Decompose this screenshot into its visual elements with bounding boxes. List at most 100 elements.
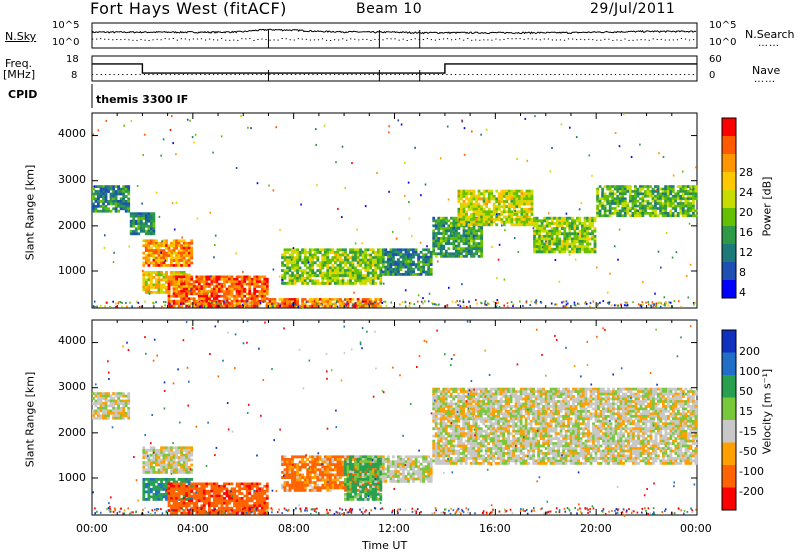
power-cell [308,298,312,301]
velocity-cell [286,465,289,469]
power-cell [485,210,488,214]
power-cell [218,277,221,281]
power-cell-noise [220,135,223,138]
power-cell-ground [487,302,489,305]
power-cell-ground [315,300,317,303]
power-cell [371,258,375,262]
power-cell-ground [647,301,649,304]
power-cell [495,200,499,203]
power-cell-ground [357,301,359,304]
velocity-cell [260,506,264,510]
power-cell [182,278,186,282]
velocity-cell [127,394,131,398]
power-cell [276,304,279,308]
power-cell [502,189,506,193]
power-cell [429,258,433,262]
nsearch-dot [567,38,570,40]
power-cell [422,258,425,262]
power-cell [674,197,678,201]
power-cell [510,189,514,193]
power-cell [160,259,163,262]
power-cell [142,271,146,274]
power-cell [356,263,360,267]
power-cell-noise [142,269,144,272]
nsearch-dot [559,39,562,41]
power-cell [616,209,620,213]
velocity-cell [260,501,264,505]
power-cell [374,251,378,254]
power-cell [631,207,635,210]
velocity-cell [177,478,181,481]
velocity-cell [220,506,224,510]
velocity-cell [223,497,226,500]
velocity-cell [253,482,257,486]
power-cell-ground [205,303,207,306]
velocity-cell [124,411,128,415]
velocity-cell [321,483,325,487]
nave-dot [135,74,137,75]
power-cell [109,187,113,191]
velocity-cell [190,448,194,452]
power-cell [354,253,357,257]
velocity-cell [298,476,302,479]
velocity-cell [155,461,158,464]
power-cell [170,241,173,245]
velocity-cell [265,484,269,488]
power-cell-ground [577,302,579,305]
power-cell [253,275,257,279]
velocity-cell [215,501,219,505]
velocity-cell [233,489,236,493]
power-cell [192,280,196,284]
power-cell [586,234,589,238]
power-cell [513,205,516,209]
power-cell-ground [624,301,627,304]
velocity-cell [233,494,236,498]
nsearch-dot [277,39,279,41]
power-cell [152,232,156,236]
power-cell [538,245,541,249]
velocity-cell [195,497,199,500]
power-cell [296,263,299,267]
power-cell [152,229,156,233]
velocity-cell [260,492,264,495]
power-cell-ground [163,300,165,303]
power-cell [583,250,587,254]
power-cell [394,265,398,269]
power-cell-ground [215,300,218,303]
velocity-cell [177,458,181,462]
velocity-cell [177,446,181,450]
power-cell [450,216,453,220]
power-cell-noise [171,202,174,205]
power-cell [427,265,431,269]
power-cell [185,244,189,248]
power-cell [472,232,476,235]
power-cell [613,185,617,188]
velocity-cell [92,409,95,413]
power-cell [447,234,451,238]
nave-dot [433,74,435,75]
power-cell [303,253,307,257]
velocity-cell [124,402,128,405]
power-cell [533,219,536,223]
power-cell [644,207,647,210]
power-cell-ground [640,305,643,308]
power-cell [513,202,516,206]
power-cell [447,242,451,245]
power-cell [477,237,481,240]
power-cell [414,253,418,257]
power-cell [351,251,355,254]
power-cell [571,224,574,228]
velocity-cell [150,446,153,450]
power-cell [104,192,108,196]
nave-dot [450,74,452,75]
power-cell [185,261,189,265]
power-cell [112,187,115,191]
velocity-cell [114,394,118,398]
power-cell [185,304,189,308]
nsearch-dot [192,38,195,40]
power-cell [674,207,678,210]
velocity-cell [301,481,304,485]
power-cell-ground [458,303,461,306]
power-cell-ground [200,301,203,304]
nsearch-dot [144,39,146,41]
